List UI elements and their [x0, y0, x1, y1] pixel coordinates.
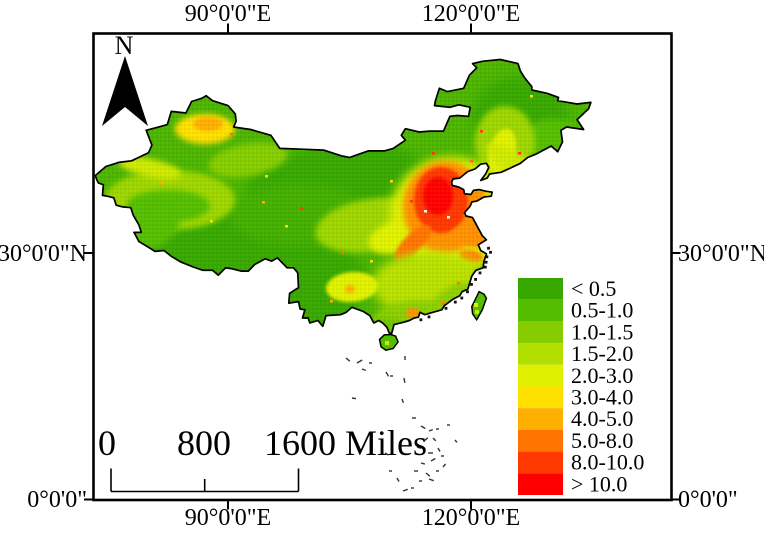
scale-tick-800-label: 800: [177, 423, 231, 463]
scs-island-mark: [396, 477, 400, 482]
coastal-islet: [427, 315, 431, 319]
scs-island-mark: [432, 437, 437, 442]
scs-island-mark: [428, 478, 434, 482]
island-accent: [474, 303, 478, 307]
legend: < 0.50.5-1.01.0-1.51.5-2.02.0-3.03.0-4.0…: [518, 276, 644, 496]
bottom-lon-120e-label: 120°0'0"E: [422, 505, 520, 531]
legend-swatch-5: [518, 386, 563, 409]
legend-swatch-2: [518, 321, 563, 344]
legend-swatch-0: [518, 278, 563, 300]
left-lat-30n-label: 30°0'0"N: [0, 241, 87, 267]
coastal-islet: [466, 290, 469, 294]
legend-label-2: 1.0-1.5: [571, 319, 633, 344]
scs-island-mark: [437, 447, 441, 452]
north-arrow: N: [102, 31, 148, 126]
legend-swatch-8: [518, 451, 563, 474]
graticule-ticks: [84, 23, 681, 510]
coastal-islet: [483, 265, 487, 269]
legend-swatch-1: [518, 299, 563, 322]
legend-label-1: 0.5-1.0: [571, 298, 633, 323]
coastal-islet: [470, 283, 473, 286]
legend-label-4: 2.0-3.0: [571, 363, 633, 388]
island-accents: [385, 303, 479, 345]
scs-island-mark: [402, 488, 408, 492]
scs-island-mark: [356, 359, 363, 364]
south-china-sea-islands: [345, 356, 458, 492]
north-arrow-icon: [102, 56, 148, 126]
scs-island-mark: [420, 462, 426, 465]
scs-island-mark: [442, 463, 447, 468]
right-lat-30n-label: 30°0'0"N: [678, 241, 764, 267]
scs-island-mark: [403, 377, 406, 384]
legend-swatch-3: [518, 343, 563, 365]
coastal-islet: [474, 278, 477, 281]
china-boundary: [94, 58, 592, 335]
legend-label-6: 4.0-5.0: [571, 406, 633, 431]
coastal-islet: [453, 300, 457, 304]
scs-island-mark: [416, 446, 421, 450]
coastal-islet: [484, 260, 488, 264]
legend-label-0: < 0.5: [571, 276, 616, 301]
coastal-islet: [478, 271, 482, 275]
map-frame: [92, 32, 673, 502]
scs-island-mark: [428, 428, 433, 432]
legend-label-7: 5.0-8.0: [571, 428, 633, 453]
coastal-islet: [444, 306, 448, 310]
scale-unit-label: Miles: [345, 423, 427, 463]
scale-bar: 0 800 1600 Miles: [98, 423, 427, 493]
scale-bar-bracket: [110, 468, 300, 493]
scs-island-mark: [384, 452, 389, 456]
right-lat-0-label: 0°0'0": [678, 487, 738, 513]
north-label: N: [115, 31, 134, 60]
island-accent: [385, 341, 389, 345]
scale-tick-1600-label: 1600: [264, 423, 336, 463]
scs-island-mark: [345, 357, 351, 362]
scs-island-mark: [385, 371, 390, 377]
scs-island-mark: [425, 472, 431, 477]
coastal-islet: [487, 246, 490, 250]
legend-label-8: 8.0-10.0: [571, 450, 644, 475]
scs-island-mark: [420, 425, 426, 430]
legend-swatch-4: [518, 364, 563, 387]
top-lon-120e-label: 120°0'0"E: [422, 1, 520, 27]
top-lon-90e-label: 90°0'0"E: [185, 1, 271, 27]
coastal-islet: [485, 255, 489, 259]
legend-swatch-7: [518, 429, 563, 452]
scs-island-mark: [430, 457, 436, 462]
scs-island-mark: [351, 397, 357, 400]
legend-swatch-6: [518, 408, 563, 430]
legend-label-9: > 10.0: [571, 471, 627, 496]
scs-island-mark: [454, 439, 458, 443]
coastal-islet: [489, 250, 492, 254]
coastal-islets: [419, 246, 492, 322]
left-lat-0-label: 0°0'0": [27, 487, 87, 513]
scs-island-mark: [401, 398, 405, 403]
legend-label-5: 3.0-4.0: [571, 385, 633, 410]
coastal-islet: [460, 296, 464, 300]
scs-island-mark: [423, 437, 429, 442]
island-accent: [475, 310, 479, 314]
legend-swatch-9: [518, 473, 563, 495]
scs-island-mark: [361, 368, 366, 372]
scale-tick-0-label: 0: [98, 423, 116, 463]
bottom-lon-90e-label: 90°0'0"E: [185, 505, 271, 531]
legend-label-3: 1.5-2.0: [571, 341, 633, 366]
coastal-islet: [419, 318, 423, 322]
